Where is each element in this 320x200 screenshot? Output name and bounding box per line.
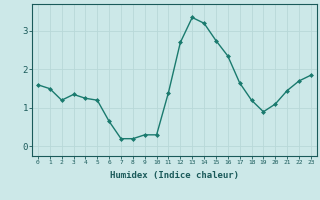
X-axis label: Humidex (Indice chaleur): Humidex (Indice chaleur)	[110, 171, 239, 180]
